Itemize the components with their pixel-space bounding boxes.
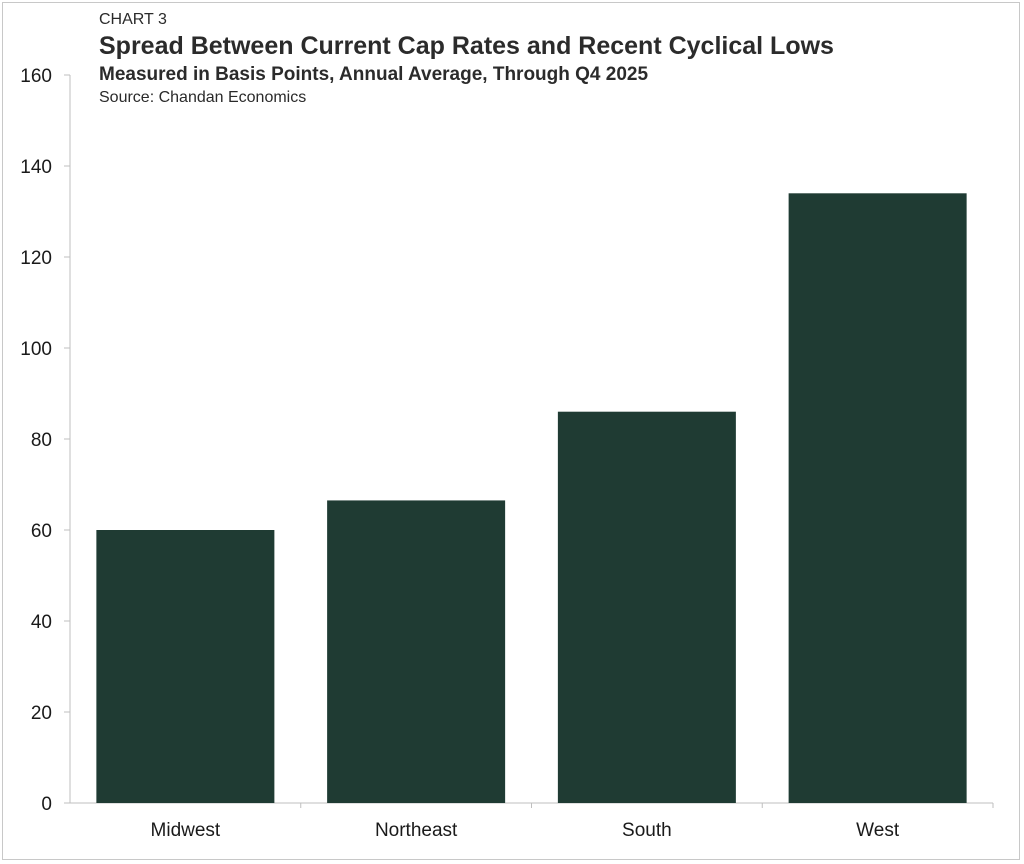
x-category-label: Northeast: [375, 820, 458, 841]
x-category-label: Midwest: [151, 820, 221, 841]
x-category-label: West: [856, 820, 900, 841]
y-tick-label: 140: [20, 157, 52, 178]
x-category-label: South: [622, 820, 672, 841]
chart-subtitle: Measured in Basis Points, Annual Average…: [99, 64, 649, 85]
chart-label: CHART 3: [99, 11, 167, 28]
y-tick-label: 160: [20, 66, 52, 87]
bar-midwest: [96, 530, 275, 803]
y-tick-label: 60: [31, 521, 52, 542]
chart-header: CHART 3 Spread Between Current Cap Rates…: [99, 10, 999, 108]
y-tick-label: 80: [31, 430, 52, 451]
bar-west: [788, 193, 967, 804]
bar-south: [557, 411, 736, 803]
chart-source: Source: Chandan Economics: [99, 89, 307, 106]
y-tick-label: 0: [41, 794, 52, 815]
y-tick-label: 120: [20, 248, 52, 269]
y-tick-label: 20: [31, 703, 52, 724]
bar-northeast: [327, 500, 506, 803]
y-tick-label: 100: [20, 339, 52, 360]
y-tick-label: 40: [31, 612, 52, 633]
chart-title: Spread Between Current Cap Rates and Rec…: [99, 32, 834, 60]
